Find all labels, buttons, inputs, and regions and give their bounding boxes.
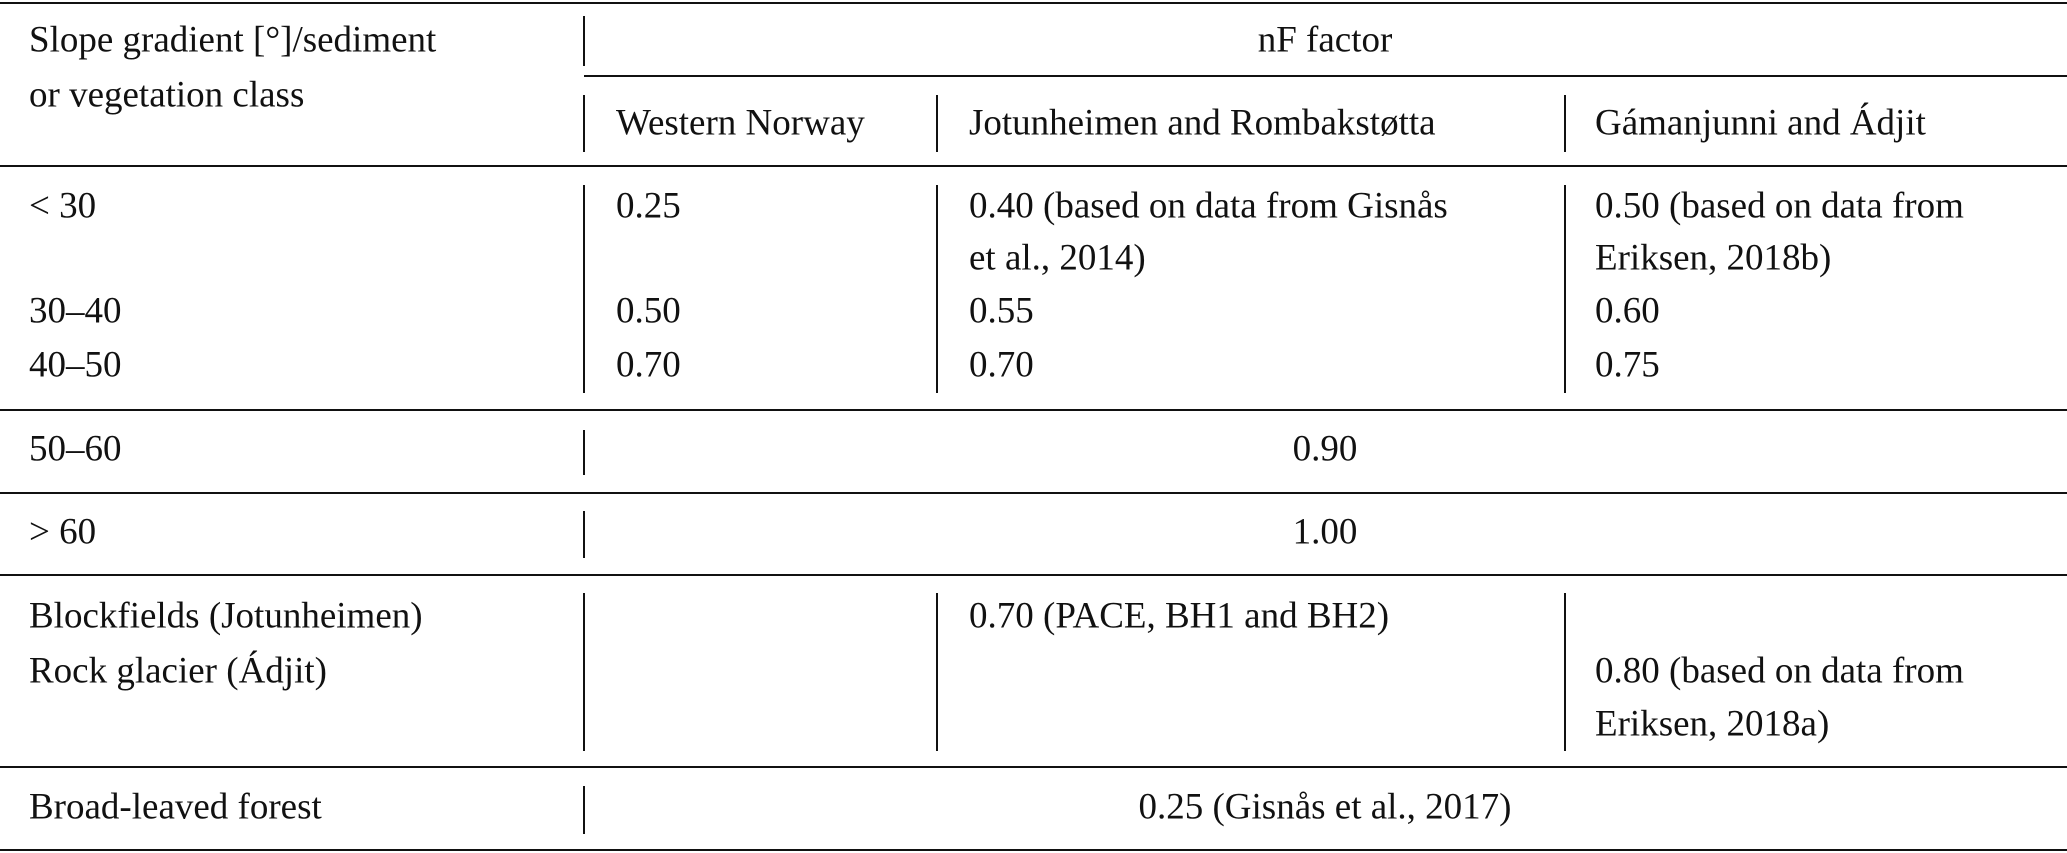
header-cell: Gámanjunni and Ádjit xyxy=(1595,102,1926,144)
rule xyxy=(0,409,2067,411)
separator xyxy=(583,185,585,393)
cell: Eriksen, 2018b) xyxy=(1595,237,1832,279)
cell: 0.60 xyxy=(1595,290,1660,332)
rule xyxy=(0,574,2067,576)
row-label: 30–40 xyxy=(29,290,122,332)
row-label: > 60 xyxy=(29,511,97,553)
header-cell: Western Norway xyxy=(616,102,865,144)
rule xyxy=(0,766,2067,768)
cell: 0.25 (Gisnås et al., 2017) xyxy=(1138,786,1512,828)
separator xyxy=(936,95,938,152)
header-cell: or vegetation class xyxy=(29,74,305,116)
cell: 0.50 (based on data from xyxy=(1595,185,1964,227)
rule xyxy=(0,165,2067,167)
header-cell: Jotunheimen and Rombakstøtta xyxy=(969,102,1436,144)
separator xyxy=(583,95,585,152)
cell: et al., 2014) xyxy=(969,237,1146,279)
cell: 0.25 xyxy=(616,185,681,227)
separator xyxy=(583,511,585,558)
cell: 0.55 xyxy=(969,290,1034,332)
row-label: 50–60 xyxy=(29,428,122,470)
separator xyxy=(1564,593,1566,751)
cell: 0.40 (based on data from Gisnås xyxy=(969,185,1448,227)
row-label: Broad-leaved forest xyxy=(29,786,322,828)
cell: 0.70 xyxy=(616,344,681,386)
separator xyxy=(1564,185,1566,393)
row-label: 40–50 xyxy=(29,344,122,386)
separator xyxy=(583,16,585,66)
cell: 0.90 xyxy=(1292,428,1358,470)
rule xyxy=(0,492,2067,494)
rule xyxy=(584,75,2067,77)
cell: Eriksen, 2018a) xyxy=(1595,703,1830,745)
cell: 0.70 xyxy=(969,344,1034,386)
row-label: < 30 xyxy=(29,185,97,227)
header-cell: Slope gradient [°]/sediment xyxy=(29,19,437,61)
separator xyxy=(1564,95,1566,152)
rule xyxy=(0,849,2067,851)
cell: 1.00 xyxy=(1292,511,1358,553)
header-cell: nF factor xyxy=(1257,19,1393,61)
cell: 0.50 xyxy=(616,290,681,332)
separator xyxy=(936,185,938,393)
cell: 0.70 (PACE, BH1 and BH2) xyxy=(969,595,1390,637)
separator xyxy=(936,593,938,751)
row-label: Rock glacier (Ádjit) xyxy=(29,650,327,692)
separator xyxy=(583,430,585,475)
separator xyxy=(583,786,585,834)
cell: 0.75 xyxy=(1595,344,1660,386)
separator xyxy=(583,593,585,751)
rule xyxy=(0,2,2067,4)
row-label: Blockfields (Jotunheimen) xyxy=(29,595,423,637)
cell: 0.80 (based on data from xyxy=(1595,650,1964,692)
